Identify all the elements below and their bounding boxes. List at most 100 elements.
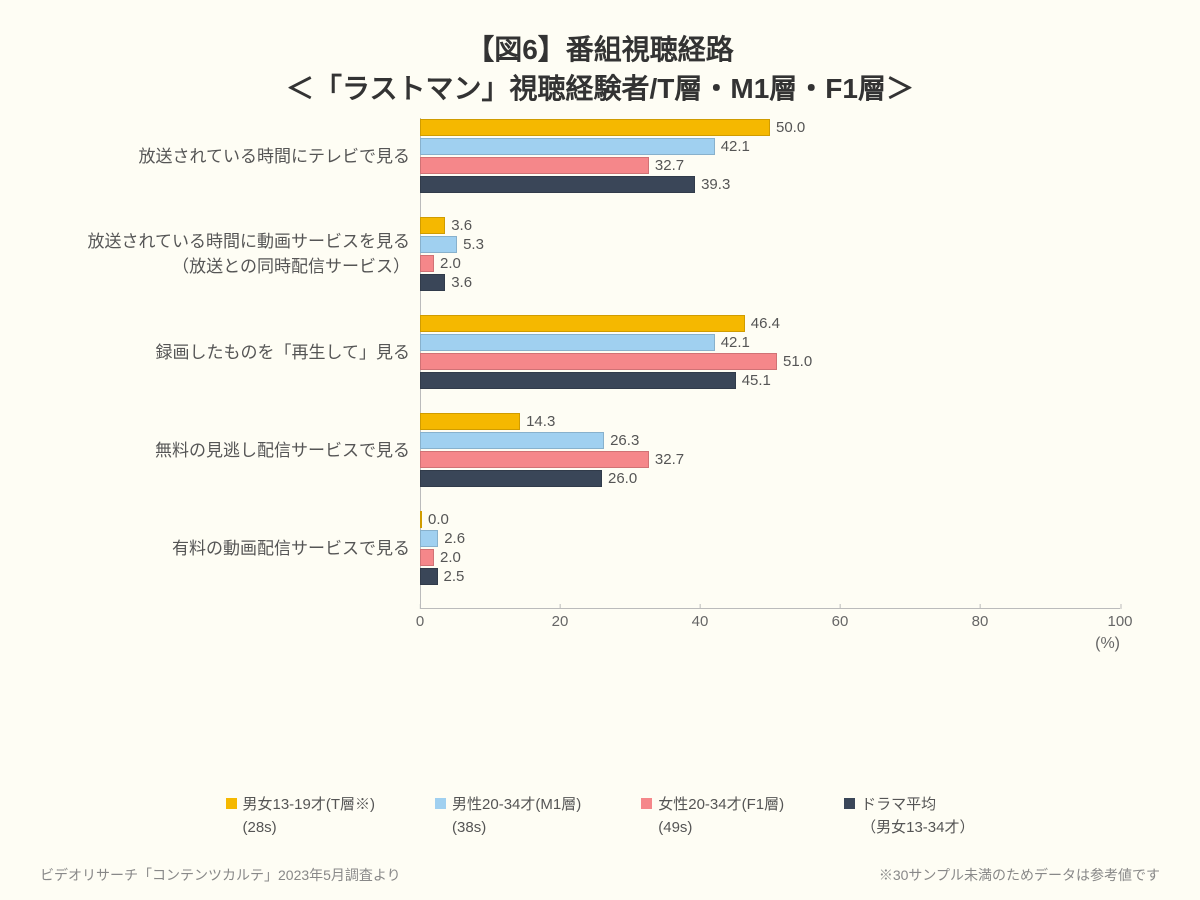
x-axis: (%) 020406080100	[420, 608, 1120, 638]
bar-value-label: 26.0	[608, 470, 637, 487]
bar	[420, 451, 649, 468]
x-tick: 40	[692, 613, 709, 630]
bar-row: 0.0	[420, 510, 1160, 529]
bar-value-label: 14.3	[526, 413, 555, 430]
category-label: 無料の見逃し配信サービスで見る	[40, 438, 420, 464]
category-label: 放送されている時間に動画サービスを見る（放送との同時配信サービス）	[40, 229, 420, 280]
category-label: 録画したものを「再生して」見る	[40, 340, 420, 366]
bar	[420, 568, 438, 585]
bar-value-label: 2.0	[440, 549, 461, 566]
bar	[420, 511, 422, 528]
category-group: 有料の動画配信サービスで見る 0.0 2.6 2.0 2.5	[40, 510, 1160, 586]
category-label: 有料の動画配信サービスで見る	[40, 536, 420, 562]
category-group: 録画したものを「再生して」見る 46.442.1 51.0 45.1	[40, 314, 1160, 390]
legend: 男女13-19才(T層※)(28s) 男性20-34才(M1層)(38s) 女性20…	[40, 794, 1160, 839]
bar	[420, 157, 649, 174]
bar-row: 3.6	[420, 216, 1160, 235]
category-group: 放送されている時間にテレビで見る 50.0 42.1 32.7 39.3	[40, 118, 1160, 194]
legend-label: 男女13-19才(T層※)(28s)	[243, 794, 376, 839]
category-label: 放送されている時間にテレビで見る	[40, 144, 420, 170]
bar-value-label: 42.1	[721, 138, 750, 155]
bar-row: 5.3	[420, 235, 1160, 254]
bar-row: 2.6	[420, 529, 1160, 548]
chart-title: 【図6】番組視聴経路 ＜「ラストマン」視聴経験者/T層・M1層・F1層＞	[40, 30, 1160, 108]
bar-row: 2.5	[420, 567, 1160, 586]
bar-value-label: 51.0	[783, 353, 812, 370]
bar	[420, 530, 438, 547]
x-tick: 0	[416, 613, 424, 630]
bars-wrap: 0.0 2.6 2.0 2.5	[420, 510, 1160, 586]
bar-row: 51.0	[420, 352, 1160, 371]
bar-value-label: 46.4	[751, 315, 780, 332]
bar-value-label: 2.6	[444, 530, 465, 547]
x-tick: 20	[552, 613, 569, 630]
bar	[420, 372, 736, 389]
bar-value-label: 2.5	[444, 568, 465, 585]
legend-item: 男女13-19才(T層※)(28s)	[226, 794, 376, 839]
bar	[420, 236, 457, 253]
x-tick: 60	[832, 613, 849, 630]
legend-swatch	[435, 798, 446, 809]
legend-swatch	[641, 798, 652, 809]
bar	[420, 470, 602, 487]
bar	[420, 334, 715, 351]
title-line-2: ＜「ラストマン」視聴経験者/T層・M1層・F1層＞	[40, 69, 1160, 108]
source-text: ビデオリサーチ「コンテンツカルテ」2023年5月調査より	[40, 865, 401, 885]
legend-label: ドラマ平均（男女13-34才）	[861, 794, 974, 839]
legend-item: 男性20-34才(M1層)(38s)	[435, 794, 581, 839]
bar-row: 50.0	[420, 118, 1160, 137]
bar-value-label: 3.6	[451, 274, 472, 291]
bar-row: 26.0	[420, 469, 1160, 488]
bar-row: 45.1	[420, 371, 1160, 390]
footer: ビデオリサーチ「コンテンツカルテ」2023年5月調査より ※30サンプル未満のた…	[40, 865, 1160, 885]
x-tick: 100	[1107, 613, 1132, 630]
bar	[420, 413, 520, 430]
legend-swatch	[844, 798, 855, 809]
bar-value-label: 50.0	[776, 119, 805, 136]
bar	[420, 138, 715, 155]
bar	[420, 119, 770, 136]
category-group: 放送されている時間に動画サービスを見る（放送との同時配信サービス） 3.6 5.32…	[40, 216, 1160, 292]
bars-wrap: 14.3 26.3 32.7 26.0	[420, 412, 1160, 488]
bar-row: 39.3	[420, 175, 1160, 194]
bar-row: 32.7	[420, 450, 1160, 469]
bar-value-label: 26.3	[610, 432, 639, 449]
legend-label: 女性20-34才(F1層)(49s)	[658, 794, 784, 839]
bar-value-label: 45.1	[742, 372, 771, 389]
chart-container: 【図6】番組視聴経路 ＜「ラストマン」視聴経験者/T層・M1層・F1層＞ 放送さ…	[40, 30, 1160, 885]
bar-row: 3.6	[420, 273, 1160, 292]
bar	[420, 353, 777, 370]
bar-value-label: 39.3	[701, 176, 730, 193]
bar-value-label: 42.1	[721, 334, 750, 351]
bars-wrap: 3.6 5.32.0 3.6	[420, 216, 1160, 292]
bars-wrap: 46.442.1 51.0 45.1	[420, 314, 1160, 390]
category-group: 無料の見逃し配信サービスで見る 14.3 26.3 32.7 26.0	[40, 412, 1160, 488]
bar-value-label: 32.7	[655, 157, 684, 174]
bar-value-label: 5.3	[463, 236, 484, 253]
x-axis-unit: (%)	[1095, 635, 1120, 653]
x-tick: 80	[972, 613, 989, 630]
bar	[420, 549, 434, 566]
bar	[420, 432, 604, 449]
footnote-text: ※30サンプル未満のためデータは参考値です	[879, 865, 1160, 885]
bar-row: 2.0	[420, 548, 1160, 567]
bar-row: 42.1	[420, 333, 1160, 352]
bar	[420, 217, 445, 234]
bar	[420, 315, 745, 332]
chart-plot-area: 放送されている時間にテレビで見る50.042.132.739.3放送されている時…	[40, 118, 1160, 758]
legend-item: 女性20-34才(F1層)(49s)	[641, 794, 784, 839]
title-line-1: 【図6】番組視聴経路	[40, 30, 1160, 69]
bar-row: 32.7	[420, 156, 1160, 175]
bar-value-label: 0.0	[428, 511, 449, 528]
legend-item: ドラマ平均（男女13-34才）	[844, 794, 974, 839]
bar-value-label: 3.6	[451, 217, 472, 234]
bar-row: 46.4	[420, 314, 1160, 333]
bar-value-label: 32.7	[655, 451, 684, 468]
legend-swatch	[226, 798, 237, 809]
bar-value-label: 2.0	[440, 255, 461, 272]
bar	[420, 255, 434, 272]
bar-row: 14.3	[420, 412, 1160, 431]
legend-label: 男性20-34才(M1層)(38s)	[452, 794, 581, 839]
bar	[420, 274, 445, 291]
bar-row: 2.0	[420, 254, 1160, 273]
